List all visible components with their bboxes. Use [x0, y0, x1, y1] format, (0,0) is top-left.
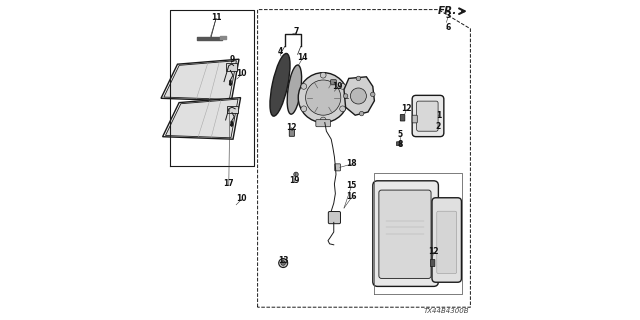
Circle shape	[321, 117, 326, 123]
Text: 4: 4	[277, 47, 283, 56]
Polygon shape	[163, 98, 241, 139]
Text: 16: 16	[346, 192, 356, 201]
Text: 8: 8	[397, 140, 403, 149]
Text: 19: 19	[332, 82, 343, 91]
Text: 18: 18	[346, 159, 356, 168]
Text: 5: 5	[397, 130, 403, 139]
Circle shape	[301, 84, 307, 89]
Circle shape	[356, 76, 361, 81]
Text: 14: 14	[297, 53, 308, 62]
Circle shape	[340, 106, 346, 112]
FancyBboxPatch shape	[316, 120, 331, 127]
Circle shape	[321, 72, 326, 78]
Circle shape	[279, 259, 288, 268]
FancyBboxPatch shape	[437, 211, 457, 274]
Ellipse shape	[270, 53, 290, 116]
Text: 13: 13	[278, 256, 289, 265]
FancyArrow shape	[229, 81, 232, 85]
Circle shape	[371, 92, 375, 97]
Text: 12: 12	[401, 104, 412, 113]
Text: 17: 17	[223, 180, 234, 188]
Text: 19: 19	[289, 176, 300, 185]
FancyBboxPatch shape	[379, 190, 431, 278]
Polygon shape	[161, 59, 239, 101]
FancyBboxPatch shape	[432, 198, 461, 282]
FancyBboxPatch shape	[335, 164, 340, 171]
Text: 9: 9	[229, 55, 235, 64]
FancyBboxPatch shape	[401, 115, 405, 121]
Text: TX44B4300B: TX44B4300B	[423, 308, 468, 314]
FancyBboxPatch shape	[289, 129, 294, 136]
FancyBboxPatch shape	[397, 142, 402, 146]
Text: 1: 1	[436, 111, 441, 120]
Circle shape	[360, 111, 364, 116]
Text: 3: 3	[445, 12, 451, 20]
FancyBboxPatch shape	[331, 80, 337, 85]
Text: 6: 6	[445, 23, 451, 32]
Text: 11: 11	[211, 13, 221, 22]
FancyBboxPatch shape	[412, 95, 444, 137]
Circle shape	[340, 84, 346, 89]
Circle shape	[351, 88, 367, 104]
FancyBboxPatch shape	[430, 260, 435, 267]
FancyBboxPatch shape	[417, 101, 438, 131]
Circle shape	[301, 106, 307, 112]
Polygon shape	[166, 99, 238, 138]
Circle shape	[294, 172, 298, 177]
Text: 15: 15	[346, 181, 356, 190]
Text: 12: 12	[286, 124, 296, 132]
FancyBboxPatch shape	[226, 63, 237, 71]
FancyBboxPatch shape	[412, 115, 417, 123]
FancyBboxPatch shape	[227, 106, 238, 113]
FancyBboxPatch shape	[372, 181, 438, 286]
Text: 10: 10	[236, 194, 247, 203]
Text: 10: 10	[236, 69, 247, 78]
Polygon shape	[164, 61, 236, 100]
Circle shape	[281, 261, 285, 265]
Circle shape	[298, 73, 348, 123]
Ellipse shape	[287, 65, 301, 114]
Polygon shape	[344, 77, 374, 115]
Circle shape	[344, 94, 348, 98]
Text: FR.: FR.	[438, 6, 458, 16]
Text: 2: 2	[436, 122, 441, 131]
Circle shape	[306, 80, 341, 115]
Text: 7: 7	[293, 28, 299, 36]
Text: 12: 12	[428, 247, 439, 256]
FancyBboxPatch shape	[328, 212, 340, 224]
FancyArrow shape	[230, 122, 233, 126]
